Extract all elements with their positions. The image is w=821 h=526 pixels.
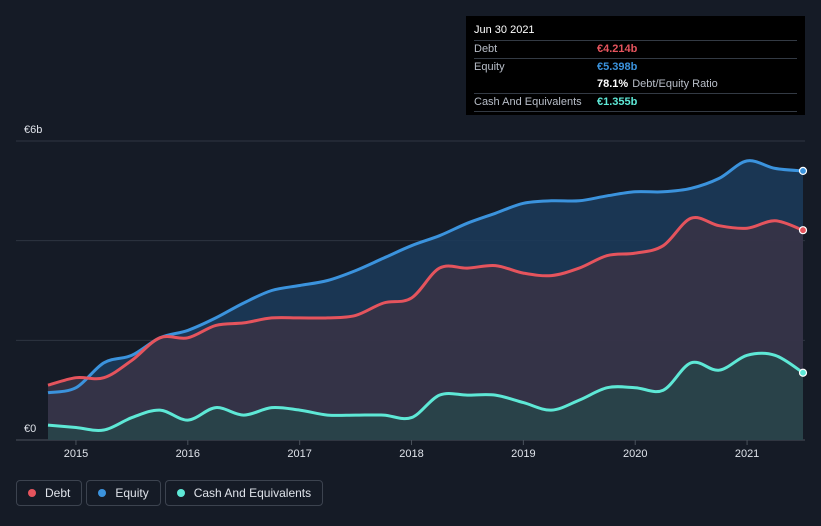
- tooltip-row-ratio: 78.1% Debt/Equity Ratio: [474, 76, 797, 94]
- tooltip-label: Debt: [474, 43, 498, 55]
- legend-item-cash[interactable]: Cash And Equivalents: [164, 480, 324, 506]
- series-lines: [47, 159, 804, 432]
- tooltip-row-debt: Debt €4.214b: [474, 41, 797, 59]
- legend: Debt Equity Cash And Equivalents: [16, 480, 324, 506]
- line-debt: [47, 216, 804, 387]
- legend-label: Cash And Equivalents: [193, 486, 312, 500]
- x-tick-label: 2015: [64, 448, 88, 460]
- tooltip-value: €4.214b: [597, 43, 638, 55]
- x-tick-label: 2018: [399, 448, 423, 460]
- series-areas: [48, 160, 803, 440]
- y-axis-bottom-label: €0: [24, 423, 36, 435]
- area-cash-and-equivalents: [48, 353, 803, 440]
- tooltip-row-equity: Equity €5.398b: [474, 59, 797, 76]
- tooltip-value: €1.355b: [597, 96, 638, 108]
- tooltip-label: [474, 76, 597, 93]
- x-tick-label: 2016: [176, 448, 200, 460]
- x-tick-label: 2019: [511, 448, 535, 460]
- legend-dot-icon: [176, 489, 185, 497]
- x-tick-label: 2021: [735, 448, 759, 460]
- tooltip-ratio-caption: Debt/Equity Ratio: [632, 78, 718, 90]
- tooltip-date: Jun 30 2021: [474, 22, 797, 41]
- legend-label: Equity: [115, 486, 149, 500]
- legend-label: Debt: [45, 486, 71, 500]
- legend-item-equity[interactable]: Equity: [86, 480, 161, 506]
- point-equity: [798, 166, 808, 175]
- y-axis-top-label: €6b: [24, 124, 42, 136]
- tooltip-row-cash: Cash And Equivalents €1.355b: [474, 94, 797, 112]
- point-debt: [798, 226, 808, 235]
- tooltip-value: 78.1%: [597, 78, 629, 90]
- tooltip-label: Cash And Equivalents: [474, 96, 582, 108]
- legend-item-debt[interactable]: Debt: [16, 480, 83, 506]
- x-axis: 2015 2016 2017 2018 2019 2020 2021: [64, 440, 759, 460]
- x-tick-label: 2020: [623, 448, 647, 460]
- area-debt: [48, 217, 803, 440]
- line-cash-and-equivalents: [47, 351, 804, 432]
- series-end-markers: [798, 166, 808, 377]
- tooltip-value: €5.398b: [597, 61, 638, 73]
- legend-dot-icon: [98, 489, 107, 497]
- line-equity: [47, 159, 804, 395]
- point-cash-and-equivalents: [798, 368, 808, 377]
- tooltip-label: Equity: [474, 61, 505, 73]
- tooltip: Jun 30 2021 Debt €4.214b Equity €5.398b …: [466, 16, 805, 115]
- x-tick-label: 2017: [287, 448, 311, 460]
- legend-dot-icon: [28, 489, 36, 497]
